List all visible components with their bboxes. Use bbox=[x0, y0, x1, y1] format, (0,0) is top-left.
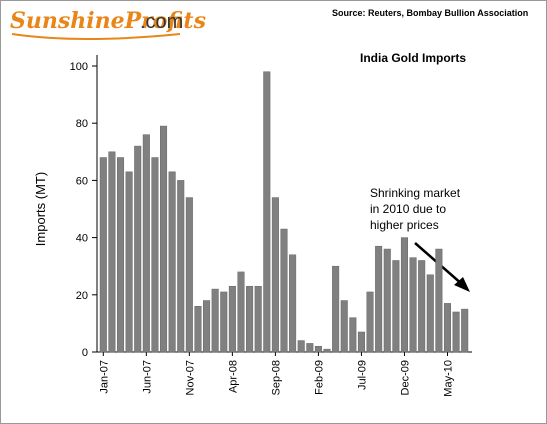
bar bbox=[185, 197, 193, 353]
y-tick-label: 100 bbox=[70, 61, 88, 73]
bar bbox=[142, 134, 150, 353]
bar bbox=[254, 285, 262, 353]
bar bbox=[194, 305, 202, 353]
annotation-line: Shrinking market bbox=[370, 186, 461, 200]
y-tick-label: 0 bbox=[82, 347, 88, 359]
x-tick-label: Jun-07 bbox=[141, 360, 153, 394]
bar bbox=[392, 260, 400, 353]
bar bbox=[151, 157, 159, 353]
annotation-line: in 2010 due to bbox=[370, 202, 446, 216]
logo: SunshineProfits bbox=[10, 8, 206, 34]
bar bbox=[340, 300, 348, 353]
bar bbox=[211, 288, 219, 353]
arrow-head bbox=[454, 277, 470, 292]
y-tick-label: 60 bbox=[76, 175, 88, 187]
bar bbox=[116, 157, 125, 353]
x-tick-label: Dec-09 bbox=[399, 360, 411, 395]
bar bbox=[134, 145, 142, 353]
annotation-line: higher prices bbox=[370, 218, 439, 232]
y-tick-label: 40 bbox=[76, 233, 88, 245]
x-tick-label: Jan-07 bbox=[98, 360, 110, 394]
bar bbox=[99, 157, 107, 353]
bar bbox=[435, 248, 443, 353]
bar bbox=[237, 271, 245, 353]
bar bbox=[177, 180, 185, 353]
x-tick-label: Feb-09 bbox=[313, 360, 325, 395]
bar bbox=[383, 248, 391, 353]
bar bbox=[409, 257, 417, 353]
bar bbox=[220, 291, 228, 353]
logo-suffix: .com bbox=[140, 11, 183, 33]
bar bbox=[461, 308, 469, 353]
bar bbox=[332, 265, 340, 353]
logo-swoosh bbox=[11, 33, 181, 40]
bar bbox=[426, 274, 434, 353]
bar bbox=[418, 260, 426, 353]
bar bbox=[271, 197, 279, 353]
bar bbox=[228, 285, 236, 353]
bar bbox=[289, 254, 297, 353]
x-tick-label: Apr-08 bbox=[227, 360, 239, 393]
bar bbox=[357, 331, 365, 353]
y-tick-label: 80 bbox=[76, 118, 88, 130]
bar bbox=[263, 71, 271, 353]
bar bbox=[452, 311, 460, 353]
bar bbox=[160, 125, 168, 353]
source: Source: Reuters, Bombay Bullion Associat… bbox=[332, 8, 528, 18]
bar bbox=[203, 300, 211, 353]
bar bbox=[349, 317, 357, 353]
bar bbox=[168, 171, 176, 353]
x-tick-label: Jul-09 bbox=[356, 360, 368, 390]
x-tick-label: Sep-08 bbox=[270, 360, 282, 395]
bar bbox=[297, 340, 305, 353]
bar bbox=[306, 343, 314, 353]
bar bbox=[366, 291, 374, 353]
bar bbox=[400, 237, 408, 353]
bar bbox=[443, 303, 452, 353]
bar bbox=[375, 245, 383, 353]
chart-title: India Gold Imports bbox=[360, 51, 466, 65]
x-tick-label: May-10 bbox=[442, 360, 454, 397]
bar bbox=[323, 348, 331, 353]
bar bbox=[314, 346, 322, 353]
y-axis-label: Imports (MT) bbox=[33, 172, 48, 246]
bar bbox=[108, 151, 116, 353]
bar bbox=[280, 228, 288, 353]
bar bbox=[246, 285, 254, 353]
bar bbox=[125, 171, 133, 353]
y-tick-label: 20 bbox=[76, 290, 88, 302]
annotation: Shrinking market in 2010 due to higher p… bbox=[370, 186, 461, 232]
x-tick-label: Nov-07 bbox=[184, 360, 196, 395]
